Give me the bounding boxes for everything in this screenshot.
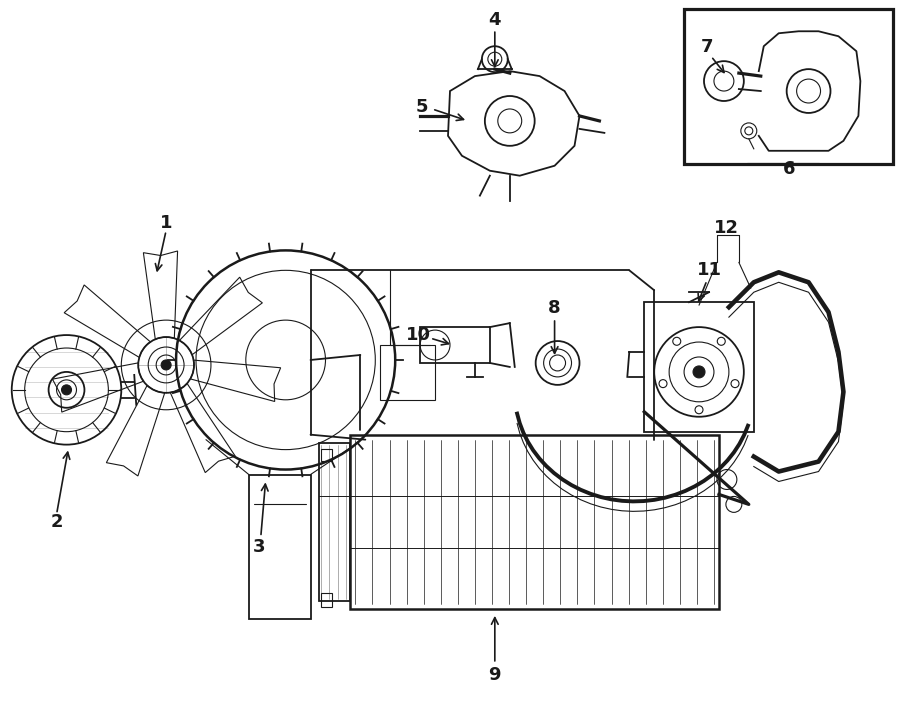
Text: 5: 5 (416, 98, 428, 116)
Text: 11: 11 (697, 261, 722, 279)
Bar (381, 345, 435, 400)
Text: 1: 1 (160, 213, 173, 232)
Circle shape (693, 366, 705, 378)
Bar (248, 474, 310, 619)
Text: 2: 2 (50, 513, 63, 532)
Bar (684, 9, 893, 164)
Bar (420, 327, 490, 363)
Text: 4: 4 (489, 11, 501, 30)
Text: 9: 9 (489, 666, 501, 684)
Circle shape (61, 385, 71, 395)
Circle shape (161, 360, 171, 370)
Text: 6: 6 (782, 160, 795, 177)
Text: 10: 10 (406, 326, 430, 344)
Bar (319, 443, 350, 601)
Text: 8: 8 (548, 299, 561, 318)
Bar (644, 302, 754, 432)
Bar (320, 448, 332, 460)
Text: 12: 12 (715, 220, 740, 237)
Text: 3: 3 (253, 539, 265, 556)
Bar (350, 434, 719, 609)
Bar (320, 593, 332, 607)
Text: 7: 7 (701, 38, 713, 56)
